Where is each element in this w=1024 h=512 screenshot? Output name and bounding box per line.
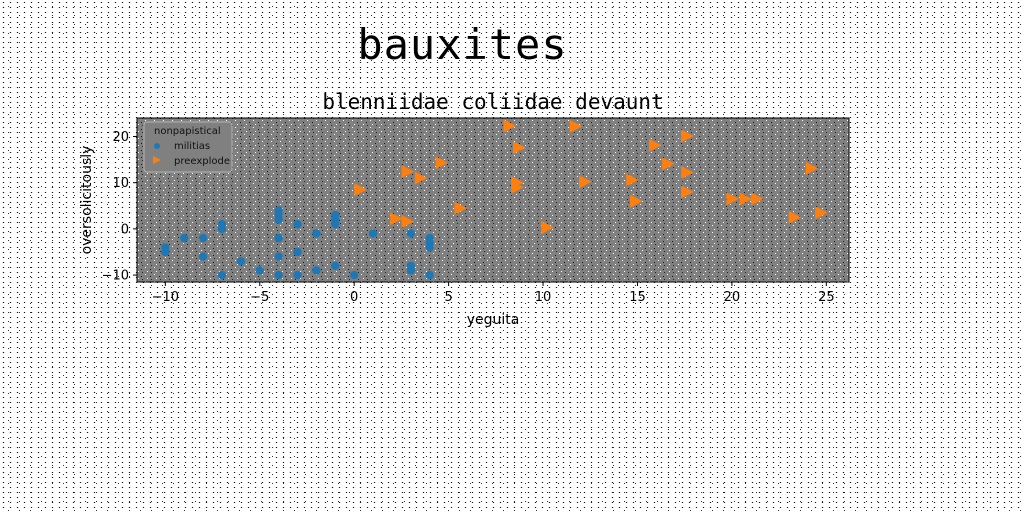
point-preexplode xyxy=(569,119,583,133)
point-preexplode xyxy=(750,192,764,206)
point-militias xyxy=(198,233,208,243)
point-preexplode xyxy=(662,157,675,171)
point-militias xyxy=(406,229,416,238)
point-preexplode xyxy=(401,165,415,179)
point-preexplode xyxy=(681,185,694,199)
point-militias xyxy=(331,220,340,229)
point-militias xyxy=(217,270,227,280)
point-militias xyxy=(293,220,302,229)
point-preexplode xyxy=(503,119,517,133)
point-preexplode xyxy=(354,183,367,197)
point-militias xyxy=(274,270,283,280)
chart-title: blenniidae coliidae devaunt xyxy=(322,90,663,114)
legend-preexplode-marker xyxy=(153,156,161,164)
point-militias xyxy=(274,252,283,261)
x-axis-label: yeguita xyxy=(467,312,520,328)
y-tick-label: −10 xyxy=(102,269,129,284)
point-preexplode xyxy=(739,192,753,206)
point-preexplode xyxy=(511,180,524,194)
x-tick-label: 25 xyxy=(818,290,835,305)
x-tick-label: 0 xyxy=(350,290,358,305)
point-militias xyxy=(312,229,321,238)
x-tick-label: 5 xyxy=(444,290,452,305)
y-tick-label: 10 xyxy=(112,176,129,191)
x-tick-label: 10 xyxy=(535,290,552,305)
axis-ticks: −10 −5 0 5 10 15 20 25 −10 0 10 20 xyxy=(102,130,835,305)
point-preexplode xyxy=(512,141,526,155)
point-militias xyxy=(349,270,359,280)
point-militias xyxy=(425,270,434,280)
x-tick-label: −5 xyxy=(250,290,269,305)
point-militias xyxy=(236,257,246,266)
point-militias xyxy=(161,247,170,257)
point-preexplode xyxy=(454,201,467,215)
y-tick-label: 20 xyxy=(112,130,129,145)
point-preexplode xyxy=(648,138,662,152)
y-tick-label: 0 xyxy=(121,222,129,237)
legend-box xyxy=(143,121,233,173)
point-preexplode xyxy=(681,166,694,180)
point-preexplode xyxy=(681,129,694,143)
x-tick-label: 20 xyxy=(724,290,741,305)
legend: nonpapistical militias preexplode xyxy=(143,121,233,173)
point-preexplode xyxy=(805,161,819,175)
point-preexplode xyxy=(435,156,449,170)
point-militias xyxy=(255,266,264,275)
point-preexplode xyxy=(579,175,592,189)
point-preexplode xyxy=(788,210,802,224)
legend-militias-marker xyxy=(154,143,160,149)
point-preexplode xyxy=(626,173,639,187)
point-militias xyxy=(274,215,283,224)
legend-title: nonpapistical xyxy=(154,126,221,137)
point-militias xyxy=(180,233,189,243)
point-militias xyxy=(217,220,227,229)
point-militias xyxy=(368,229,378,238)
legend-preexplode-label: preexplode xyxy=(174,156,230,167)
legend-militias-label: militias xyxy=(174,141,210,152)
data-marks xyxy=(161,119,828,280)
figure-suptitle: bauxites xyxy=(357,20,568,69)
point-preexplode xyxy=(414,171,428,185)
y-axis-label: oversolicitously xyxy=(79,146,95,255)
point-militias xyxy=(274,233,283,243)
point-preexplode xyxy=(401,214,415,228)
point-militias xyxy=(293,270,302,280)
x-tick-label: −10 xyxy=(152,290,179,305)
point-preexplode xyxy=(541,220,554,234)
point-militias xyxy=(406,266,416,275)
point-preexplode xyxy=(815,206,828,220)
point-militias xyxy=(312,266,321,275)
point-preexplode xyxy=(630,194,643,208)
point-militias xyxy=(293,247,302,257)
point-militias xyxy=(198,252,208,261)
point-preexplode xyxy=(390,212,403,226)
point-preexplode xyxy=(726,192,739,206)
point-militias xyxy=(425,243,434,252)
x-tick-label: 15 xyxy=(629,290,646,305)
point-militias xyxy=(331,261,340,271)
